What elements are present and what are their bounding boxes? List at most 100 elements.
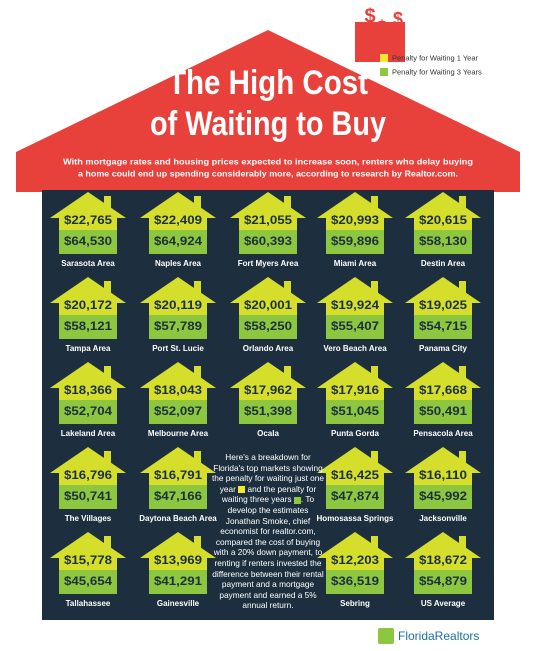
one-year-value: $18,672: [419, 553, 467, 567]
house-chimney: [371, 366, 378, 380]
house-bottom: [326, 400, 384, 424]
house-top: [414, 552, 472, 570]
house-roof: [405, 192, 481, 218]
house-bottom: [414, 400, 472, 424]
one-year-value: $16,796: [64, 468, 112, 482]
market-name: Melbourne Area: [148, 429, 209, 438]
three-year-value: $47,166: [154, 489, 202, 503]
house-chimney: [104, 536, 111, 550]
title: The High Cost: [168, 64, 368, 102]
market-name: Miami Area: [334, 259, 377, 268]
house-bottom: [239, 230, 297, 254]
roof: [16, 30, 520, 192]
legend-label: Penalty for Waiting 1 Year: [392, 53, 479, 62]
house-chimney: [459, 536, 466, 550]
house-bottom: [239, 315, 297, 339]
house-bottom: [149, 570, 207, 594]
one-year-value: $20,172: [64, 298, 112, 312]
three-year-value: $64,530: [64, 234, 112, 248]
one-year-value: $20,615: [419, 213, 467, 227]
one-year-value: $18,366: [64, 383, 112, 397]
one-year-value: $17,668: [419, 383, 467, 397]
three-year-value: $55,407: [331, 319, 379, 333]
house-bottom: [59, 400, 117, 424]
three-year-value: $64,924: [154, 234, 202, 248]
house-top: [414, 212, 472, 230]
three-year-value: $52,097: [154, 404, 202, 418]
house-roof: [317, 277, 393, 303]
note: Here's a breakdown for Florida's top mar…: [210, 452, 326, 611]
house-roof: [405, 362, 481, 388]
house-bottom: [414, 230, 472, 254]
house-bottom: [59, 230, 117, 254]
house-roof: [230, 277, 306, 303]
three-year-value: $54,879: [419, 574, 467, 588]
house-roof: [140, 362, 216, 388]
house-roof: [230, 192, 306, 218]
house-bottom: [149, 485, 207, 509]
house-roof: [50, 447, 126, 473]
market-name: Sarasota Area: [61, 259, 115, 268]
house-top: [59, 382, 117, 400]
house-top: [414, 382, 472, 400]
market-name: Sebring: [340, 599, 370, 608]
one-year-value: $19,025: [419, 298, 467, 312]
three-year-value: $57,789: [154, 319, 202, 333]
three-year-value: $60,393: [244, 234, 292, 248]
house-top: [239, 212, 297, 230]
house-top: [59, 297, 117, 315]
one-year-value: $22,765: [64, 213, 112, 227]
three-year-value: $58,130: [419, 234, 467, 248]
market-name: Gainesville: [157, 599, 200, 608]
house-top: [59, 212, 117, 230]
three-year-value: $54,715: [419, 319, 467, 333]
logo: FloridaRealtors: [398, 629, 479, 643]
house-bottom: [414, 485, 472, 509]
market-name: Naples Area: [155, 259, 202, 268]
one-year-value: $21,055: [244, 213, 292, 227]
three-year-value: $58,121: [64, 319, 112, 333]
house-chimney: [284, 196, 291, 210]
house-top: [149, 552, 207, 570]
market-name: Tallahassee: [66, 599, 111, 608]
house-chimney: [104, 196, 111, 210]
market-name: Jacksonville: [419, 514, 467, 523]
market-name: Orlando Area: [243, 344, 294, 353]
house-chimney: [104, 451, 111, 465]
house-bottom: [414, 315, 472, 339]
yellow-square: [238, 486, 246, 494]
house-chimney: [284, 366, 291, 380]
house-bottom: [414, 570, 472, 594]
house-roof: [50, 277, 126, 303]
house-top: [149, 297, 207, 315]
house-top: [59, 467, 117, 485]
logo-icon: [378, 628, 394, 644]
market-name: Pensacola Area: [413, 429, 473, 438]
house-bottom: [59, 570, 117, 594]
one-year-value: $12,203: [331, 553, 379, 567]
house-top: [326, 382, 384, 400]
market-name: Lakeland Area: [61, 429, 116, 438]
dollar-icon: $: [393, 9, 403, 29]
house-chimney: [371, 451, 378, 465]
house-roof: [405, 532, 481, 558]
legend-label: Penalty for Waiting 3 Years: [392, 67, 482, 76]
title: of Waiting to Buy: [150, 105, 386, 143]
house-bottom: [149, 315, 207, 339]
house-roof: [405, 447, 481, 473]
house-roof: [317, 192, 393, 218]
house-chimney: [194, 536, 201, 550]
house-roof: [317, 532, 393, 558]
legend-swatch: [380, 68, 388, 76]
legend-swatch: [380, 54, 388, 62]
note-text: and the penalty for waiting three years: [221, 483, 317, 505]
one-year-value: $16,791: [154, 468, 202, 482]
house-bottom: [326, 485, 384, 509]
house-top: [149, 212, 207, 230]
house-top: [149, 382, 207, 400]
three-year-value: $50,741: [64, 489, 112, 503]
house-roof: [317, 447, 393, 473]
house-top: [239, 382, 297, 400]
market-name: Homosassa Springs: [317, 514, 394, 523]
house-bottom: [239, 400, 297, 424]
